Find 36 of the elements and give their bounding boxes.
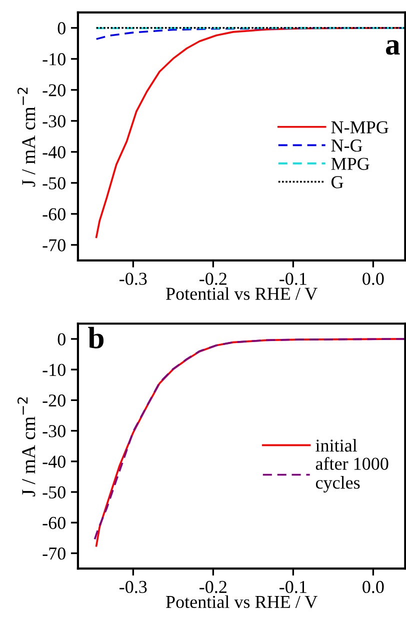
x-tick-label: -0.2 xyxy=(200,272,226,285)
legend-label: initial xyxy=(316,438,358,452)
x-tick-label: 0.0 xyxy=(362,580,384,594)
y-tick-label: -50 xyxy=(42,486,66,498)
x-tick-label: -0.3 xyxy=(120,272,147,285)
y-tick-label: 0 xyxy=(58,333,66,346)
y-tick-label: -30 xyxy=(42,115,66,128)
legend-label: G xyxy=(331,176,344,188)
x-tick-label: -0.2 xyxy=(200,580,226,594)
y-tick-label: -60 xyxy=(42,516,66,530)
y-tick-label: 0 xyxy=(58,22,66,34)
y-axis-title: J / mA cm$^{−2}$ xyxy=(17,397,36,496)
y-tick-label: -30 xyxy=(42,425,66,438)
x-tick-label: -0.1 xyxy=(280,580,306,594)
y-tick-label: -10 xyxy=(42,53,66,66)
y-tick-label: -20 xyxy=(42,394,66,407)
y-tick-label: -40 xyxy=(42,146,66,158)
y-tick-label: -20 xyxy=(42,84,66,96)
legend-label: N-G xyxy=(331,140,362,152)
y-tick-label: -50 xyxy=(42,177,66,190)
legend-label: after 1000 cycles xyxy=(316,456,388,492)
x-axis-title: Potential vs RHE / V xyxy=(166,287,318,300)
legend-label: MPG xyxy=(331,158,370,170)
y-tick-label: -70 xyxy=(42,239,66,252)
x-tick-label: -0.3 xyxy=(120,580,147,594)
y-tick-label: -70 xyxy=(42,547,66,560)
annotation: b xyxy=(88,326,104,348)
annotation: a xyxy=(386,40,400,55)
y-tick-label: -40 xyxy=(42,456,66,468)
y-tick-label: -10 xyxy=(42,364,66,376)
y-tick-label: -60 xyxy=(42,208,66,220)
x-tick-label: 0.0 xyxy=(362,272,384,285)
x-axis-title: Potential vs RHE / V xyxy=(166,595,318,608)
y-axis-title: J / mA cm$^{−2}$ xyxy=(17,88,36,187)
x-tick-label: -0.1 xyxy=(280,272,306,285)
legend-label: N-MPG xyxy=(331,121,388,134)
